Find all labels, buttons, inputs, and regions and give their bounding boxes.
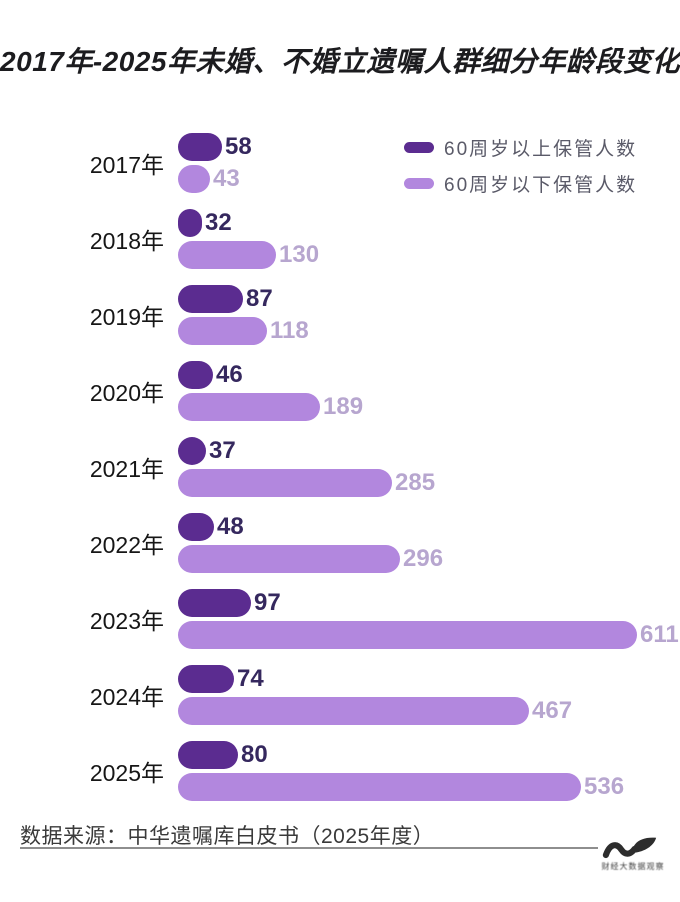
bar-over-60 <box>178 665 234 693</box>
bar-over-60 <box>178 741 238 769</box>
wave-logo-icon <box>602 837 657 859</box>
bar-over-60 <box>178 133 222 161</box>
bar-group: 74 467 <box>178 665 572 725</box>
chart-row: 2019年 87 118 <box>0 285 680 345</box>
bar-line: 285 <box>178 469 435 497</box>
bar-group: 80 536 <box>178 741 624 801</box>
bar-line: 611 <box>178 621 679 649</box>
bar-over-60 <box>178 209 202 237</box>
bar-under-60 <box>178 241 276 269</box>
bar-over-60 <box>178 437 206 465</box>
bar-under-60 <box>178 469 392 497</box>
bar-line: 58 <box>178 133 252 161</box>
bar-group: 48 296 <box>178 513 443 573</box>
bar-group: 97 611 <box>178 589 679 649</box>
legend-item-under-60: 60周岁以下保管人数 <box>404 172 638 196</box>
bar-over-60 <box>178 589 251 617</box>
data-source-note: 数据来源：中华遗嘱库白皮书（2025年度） <box>20 825 435 848</box>
bar-value-label: 285 <box>395 469 436 496</box>
bar-value-label: 46 <box>216 361 243 388</box>
year-label: 2022年 <box>89 532 164 558</box>
bar-value-label: 118 <box>270 317 309 344</box>
bar-value-label: 74 <box>237 665 264 692</box>
bar-line: 32 <box>178 209 319 237</box>
legend-label-under-60: 60周岁以下保管人数 <box>444 174 638 196</box>
year-label: 2019年 <box>89 304 164 330</box>
bar-under-60 <box>178 165 210 193</box>
year-label: 2023年 <box>89 608 164 634</box>
bar-chart: 2017年 58 43 2018年 32 130 2019年 87 118 2020年 46 189 2… <box>0 133 680 817</box>
bar-group: 87 118 <box>178 285 309 345</box>
bar-value-label: 48 <box>217 513 244 540</box>
legend: 60周岁以上保管人数 60周岁以下保管人数 <box>404 136 637 208</box>
legend-swatch-over-60-icon <box>404 141 434 153</box>
year-label: 2024年 <box>89 684 164 710</box>
year-label: 2021年 <box>89 456 164 482</box>
chart-row: 2018年 32 130 <box>0 209 680 269</box>
bar-under-60 <box>178 545 400 573</box>
bar-value-label: 467 <box>532 697 573 724</box>
bar-line: 467 <box>178 697 572 725</box>
legend-item-over-60: 60周岁以上保管人数 <box>404 136 638 160</box>
bar-line: 97 <box>178 589 679 617</box>
chart-title: 2017年-2025年未婚、不婚立遗嘱人群细分年龄段变化 <box>0 46 680 77</box>
bar-group: 58 43 <box>178 133 252 193</box>
bar-under-60 <box>178 317 267 345</box>
chart-row: 2023年 97 611 <box>0 589 680 649</box>
year-label: 2025年 <box>89 760 164 786</box>
bar-under-60 <box>178 773 581 801</box>
watermark-text: 财经大数据观察 <box>601 862 665 871</box>
chart-row: 2022年 48 296 <box>0 513 680 573</box>
bar-value-label: 97 <box>254 589 281 616</box>
bar-line: 130 <box>178 241 319 269</box>
legend-label-over-60: 60周岁以上保管人数 <box>444 138 638 160</box>
bar-line: 46 <box>178 361 363 389</box>
bar-line: 37 <box>178 437 435 465</box>
bar-group: 32 130 <box>178 209 319 269</box>
footer-divider <box>20 847 598 849</box>
bar-over-60 <box>178 285 243 313</box>
bar-under-60 <box>178 697 529 725</box>
bar-over-60 <box>178 361 213 389</box>
bar-line: 80 <box>178 741 624 769</box>
bar-under-60 <box>178 393 320 421</box>
bar-over-60 <box>178 513 214 541</box>
bar-value-label: 189 <box>323 393 364 420</box>
legend-swatch-under-60-icon <box>404 177 434 189</box>
bar-line: 43 <box>178 165 252 193</box>
bar-line: 536 <box>178 773 624 801</box>
bar-value-label: 32 <box>205 209 232 236</box>
bar-line: 296 <box>178 545 443 573</box>
year-label: 2018年 <box>89 228 164 254</box>
bar-value-label: 80 <box>241 741 268 768</box>
bar-line: 74 <box>178 665 572 693</box>
bar-line: 189 <box>178 393 363 421</box>
chart-row: 2024年 74 467 <box>0 665 680 725</box>
bar-value-label: 536 <box>584 773 625 800</box>
chart-row: 2020年 46 189 <box>0 361 680 421</box>
year-label: 2017年 <box>89 152 164 178</box>
bar-line: 118 <box>178 317 309 345</box>
bar-value-label: 37 <box>209 437 236 464</box>
bar-line: 87 <box>178 285 309 313</box>
bar-value-label: 87 <box>246 285 273 312</box>
bar-value-label: 611 <box>640 621 679 648</box>
bar-group: 46 189 <box>178 361 363 421</box>
year-label: 2020年 <box>89 380 164 406</box>
bar-line: 48 <box>178 513 443 541</box>
bar-value-label: 58 <box>225 133 252 160</box>
bar-group: 37 285 <box>178 437 435 497</box>
bar-value-label: 130 <box>279 241 320 268</box>
bar-under-60 <box>178 621 637 649</box>
bar-value-label: 43 <box>213 165 240 192</box>
chart-row: 2025年 80 536 <box>0 741 680 801</box>
chart-row: 2021年 37 285 <box>0 437 680 497</box>
chart-row: 2017年 58 43 <box>0 133 680 193</box>
bar-value-label: 296 <box>403 545 444 572</box>
